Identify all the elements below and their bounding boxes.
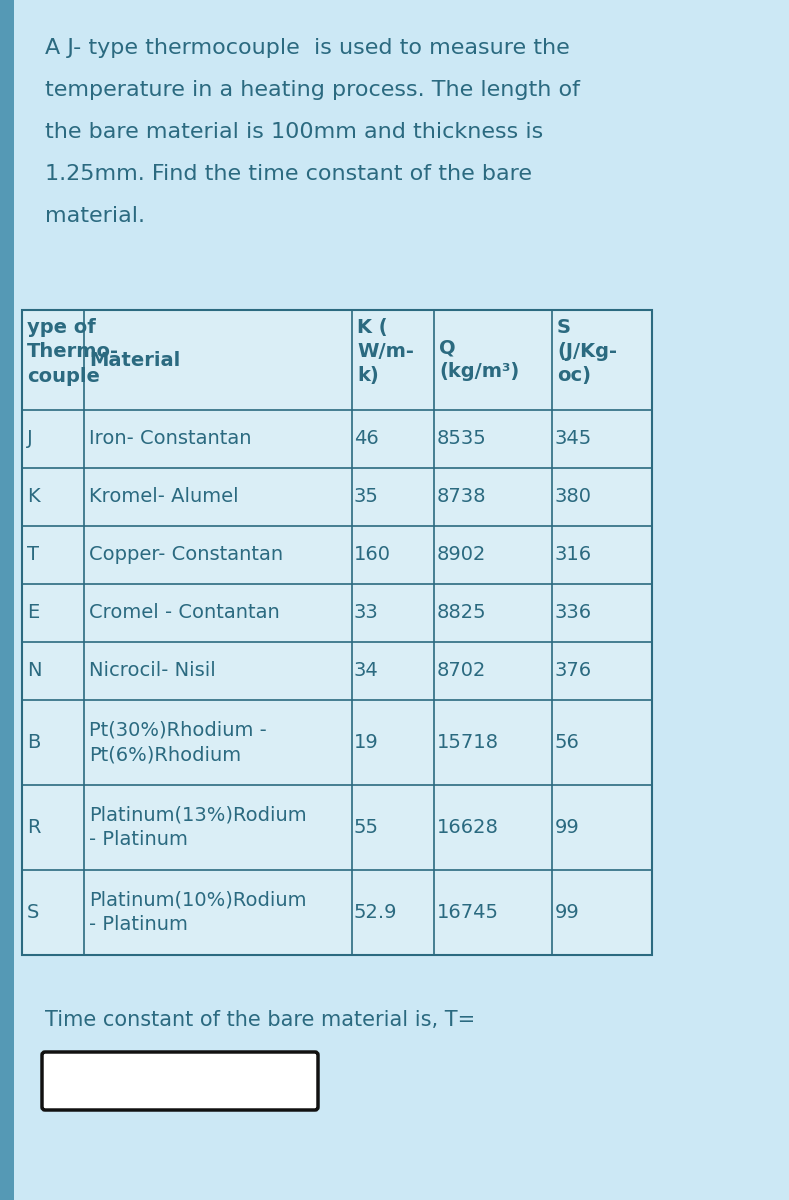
- Text: 19: 19: [354, 733, 379, 752]
- Text: Cromel - Contantan: Cromel - Contantan: [89, 604, 280, 623]
- Text: 8702: 8702: [437, 661, 486, 680]
- Text: 16628: 16628: [437, 818, 499, 838]
- FancyBboxPatch shape: [42, 1052, 318, 1110]
- Text: Q
(kg/m³): Q (kg/m³): [439, 338, 519, 382]
- Text: 99: 99: [555, 902, 580, 922]
- Text: Pt(30%)Rhodium -
Pt(6%)Rhodium: Pt(30%)Rhodium - Pt(6%)Rhodium: [89, 721, 267, 764]
- Text: 52.9: 52.9: [354, 902, 398, 922]
- Text: 345: 345: [555, 430, 593, 449]
- Text: temperature in a heating process. The length of: temperature in a heating process. The le…: [45, 80, 580, 100]
- Text: ype of
Thermo-
couple: ype of Thermo- couple: [27, 318, 119, 385]
- Text: 34: 34: [354, 661, 379, 680]
- Text: Platinum(10%)Rodium
- Platinum: Platinum(10%)Rodium - Platinum: [89, 890, 306, 934]
- Text: Platinum(13%)Rodium
- Platinum: Platinum(13%)Rodium - Platinum: [89, 806, 307, 850]
- Text: Time constant of the bare material is, T=: Time constant of the bare material is, T…: [45, 1010, 475, 1030]
- Text: 8535: 8535: [437, 430, 487, 449]
- Text: 99: 99: [555, 818, 580, 838]
- Text: 336: 336: [555, 604, 592, 623]
- Text: S: S: [27, 902, 39, 922]
- Text: 56: 56: [555, 733, 580, 752]
- Text: 46: 46: [354, 430, 379, 449]
- Text: Nicrocil- Nisil: Nicrocil- Nisil: [89, 661, 215, 680]
- Text: material.: material.: [45, 206, 145, 226]
- Text: 376: 376: [555, 661, 592, 680]
- Text: 15718: 15718: [437, 733, 499, 752]
- Text: B: B: [27, 733, 40, 752]
- Text: S
(J/Kg-
oc): S (J/Kg- oc): [557, 318, 617, 385]
- Text: the bare material is 100mm and thickness is: the bare material is 100mm and thickness…: [45, 122, 544, 142]
- Text: 380: 380: [555, 487, 592, 506]
- Text: 1.25mm. Find the time constant of the bare: 1.25mm. Find the time constant of the ba…: [45, 164, 532, 184]
- Text: 160: 160: [354, 546, 391, 564]
- Bar: [0, 0, 14, 1200]
- Text: Material: Material: [89, 350, 180, 370]
- Text: 33: 33: [354, 604, 379, 623]
- Text: A J- type thermocouple  is used to measure the: A J- type thermocouple is used to measur…: [45, 38, 570, 58]
- Text: 8825: 8825: [437, 604, 487, 623]
- Text: 8738: 8738: [437, 487, 487, 506]
- Text: K (
W/m-
k): K ( W/m- k): [357, 318, 414, 385]
- Text: Iron- Constantan: Iron- Constantan: [89, 430, 252, 449]
- Text: 35: 35: [354, 487, 379, 506]
- Text: R: R: [27, 818, 40, 838]
- Text: K: K: [27, 487, 39, 506]
- Text: N: N: [27, 661, 42, 680]
- Text: Copper- Constantan: Copper- Constantan: [89, 546, 283, 564]
- Text: E: E: [27, 604, 39, 623]
- Text: 55: 55: [354, 818, 379, 838]
- Text: 8902: 8902: [437, 546, 486, 564]
- Text: 316: 316: [555, 546, 592, 564]
- Text: T: T: [27, 546, 39, 564]
- Bar: [22, 310, 652, 955]
- Text: Kromel- Alumel: Kromel- Alumel: [89, 487, 238, 506]
- Text: J: J: [27, 430, 33, 449]
- Text: 16745: 16745: [437, 902, 499, 922]
